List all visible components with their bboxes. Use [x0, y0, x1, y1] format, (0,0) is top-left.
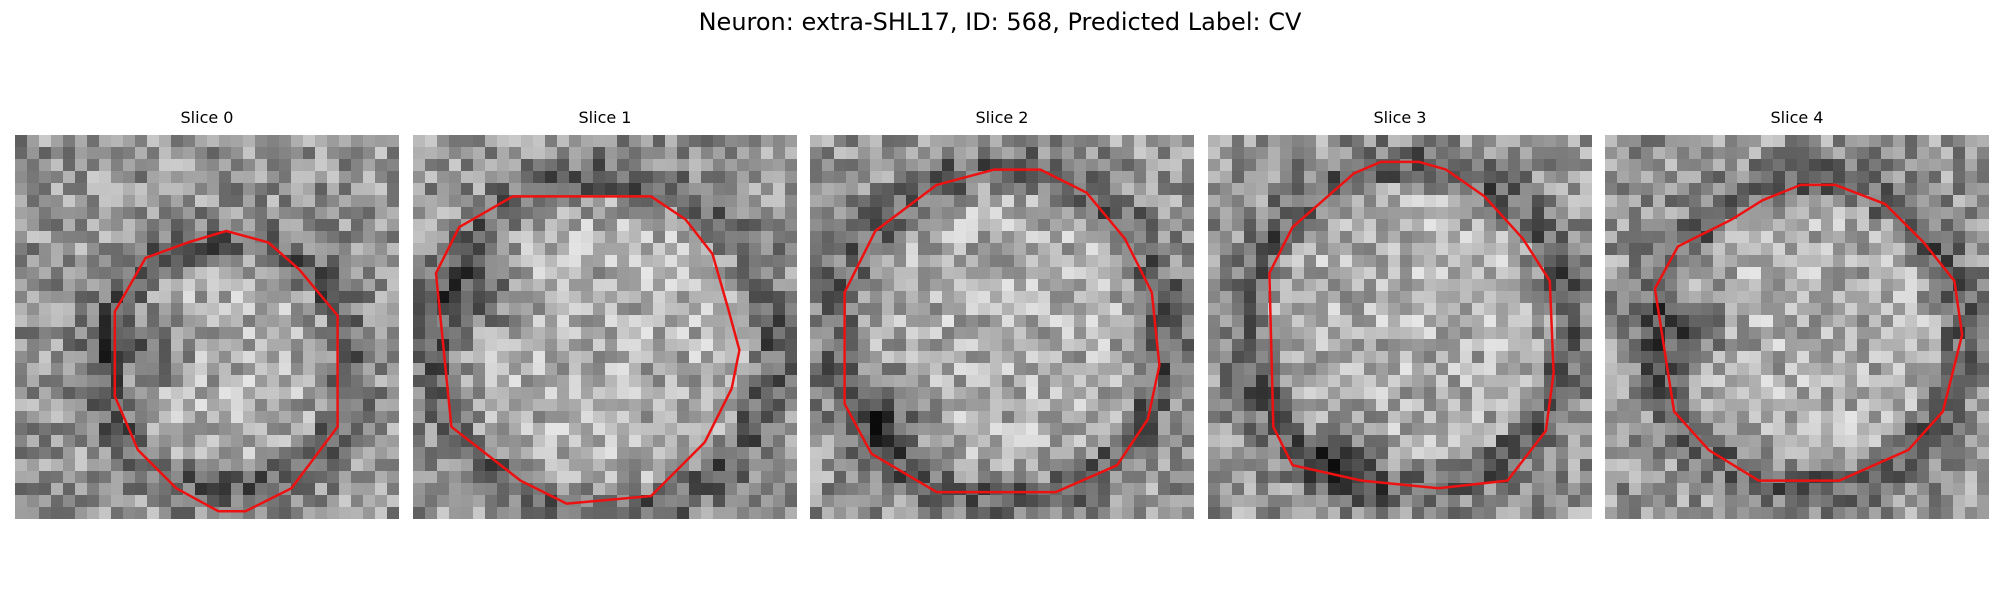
slice-title-2: Slice 2 — [975, 108, 1029, 127]
slice-title-0: Slice 0 — [180, 108, 234, 127]
slice-contour-1 — [434, 195, 741, 505]
slice-pixels-3 — [1208, 135, 1592, 519]
slice-title-1: Slice 1 — [578, 108, 632, 127]
slice-image-3 — [1208, 135, 1592, 519]
figure-title: Neuron: extra-SHL17, ID: 568, Predicted … — [698, 8, 1302, 36]
slice-contour-2 — [843, 168, 1161, 494]
slice-title-4: Slice 4 — [1770, 108, 1824, 127]
slice-title-3: Slice 3 — [1373, 108, 1427, 127]
slice-svg-3 — [1208, 135, 1592, 519]
slice-contour-3 — [1268, 160, 1555, 490]
slice-svg-4 — [1605, 135, 1989, 519]
slice-svg-1 — [413, 135, 797, 519]
slice-image-4 — [1605, 135, 1989, 519]
slice-image-1 — [413, 135, 797, 519]
slice-pixels-0 — [15, 135, 399, 519]
slice-svg-0 — [15, 135, 399, 519]
slice-svg-2 — [810, 135, 1194, 519]
slice-contour-0 — [113, 229, 339, 513]
slice-image-2 — [810, 135, 1194, 519]
slice-image-0 — [15, 135, 399, 519]
slice-pixels-1 — [413, 135, 797, 519]
slice-pixels-2 — [810, 135, 1194, 519]
slice-contour-4 — [1653, 183, 1964, 482]
slice-pixels-4 — [1605, 135, 1989, 519]
